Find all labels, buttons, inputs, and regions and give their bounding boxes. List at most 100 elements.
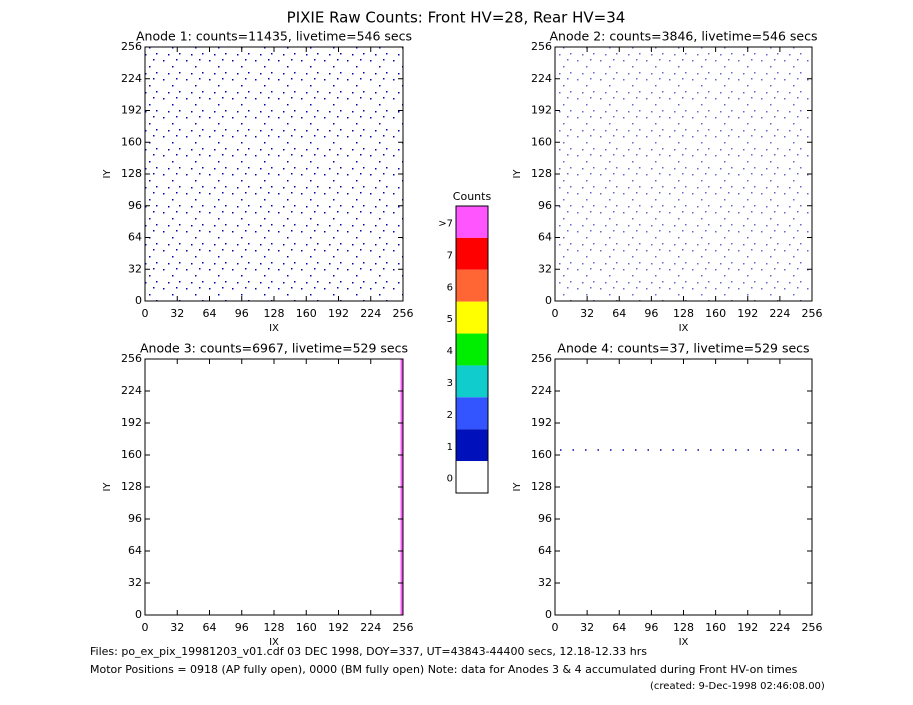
x-tick-label: 64	[612, 307, 626, 320]
x-tick-label: 0	[552, 621, 559, 634]
colorbar-swatch	[456, 397, 488, 430]
y-tick-label: 160	[121, 135, 142, 148]
x-tick-label: 256	[393, 621, 414, 634]
x-tick-label: 32	[580, 307, 594, 320]
footer-line: Motor Positions = 0918 (AP fully open), …	[90, 663, 798, 676]
x-tick-label: 96	[644, 621, 658, 634]
y-tick-label: 224	[531, 72, 552, 85]
colorbar-swatch	[456, 269, 488, 302]
y-tick-label: 96	[128, 512, 142, 525]
colorbar-swatch	[456, 206, 488, 238]
y-tick-label: 192	[121, 104, 142, 117]
colorbar-label: 3	[447, 378, 453, 389]
colorbar-swatch	[456, 333, 488, 366]
x-tick-label: 256	[802, 307, 823, 320]
x-tick-label: 192	[737, 307, 758, 320]
y-tick-label: 128	[531, 480, 552, 493]
x-tick-label: 224	[769, 621, 790, 634]
colorbar-label: 6	[447, 282, 453, 293]
footer-line: (created: 9-Dec-1998 02:46:08.00)	[650, 681, 825, 692]
x-tick-label: 96	[235, 307, 249, 320]
x-tick-label: 128	[673, 621, 694, 634]
x-axis-label: IX	[269, 637, 279, 648]
x-axis-label: IX	[679, 637, 689, 648]
x-tick-label: 160	[296, 307, 317, 320]
colorbar-swatch	[456, 237, 488, 270]
footer-line: Files: po_ex_pix_19981203_v01.cdf 03 DEC…	[90, 645, 647, 658]
y-tick-label: 96	[538, 512, 552, 525]
colorbar-swatch	[456, 365, 488, 398]
panel-title: Anode 1: counts=11435, livetime=546 secs	[136, 29, 412, 44]
x-tick-label: 0	[142, 307, 149, 320]
x-tick-label: 32	[170, 307, 184, 320]
x-tick-label: 128	[264, 621, 285, 634]
colorbar-swatch	[456, 429, 488, 462]
colorbar-label: 5	[447, 314, 453, 325]
x-tick-label: 224	[360, 307, 381, 320]
y-tick-label: 32	[128, 576, 142, 589]
colorbar-title: Counts	[453, 190, 492, 203]
y-tick-label: 160	[121, 448, 142, 461]
x-tick-label: 256	[393, 307, 414, 320]
x-tick-label: 64	[612, 621, 626, 634]
y-tick-label: 32	[538, 576, 552, 589]
y-tick-label: 224	[531, 384, 552, 397]
x-tick-label: 160	[705, 621, 726, 634]
x-tick-label: 160	[705, 307, 726, 320]
figure-title: PIXIE Raw Counts: Front HV=28, Rear HV=3…	[287, 9, 626, 27]
y-tick-label: 32	[128, 262, 142, 275]
y-axis-label: IY	[512, 482, 523, 492]
y-tick-label: 128	[121, 480, 142, 493]
x-tick-label: 256	[802, 621, 823, 634]
colorbar-frame	[455, 205, 489, 494]
y-tick-label: 256	[121, 352, 142, 365]
y-tick-label: 128	[121, 167, 142, 180]
x-tick-label: 32	[580, 621, 594, 634]
y-tick-label: 224	[121, 72, 142, 85]
x-tick-label: 160	[296, 621, 317, 634]
y-tick-label: 256	[121, 40, 142, 53]
y-tick-label: 256	[531, 352, 552, 365]
y-tick-label: 96	[538, 199, 552, 212]
y-tick-label: 64	[128, 544, 142, 557]
x-tick-label: 32	[170, 621, 184, 634]
count-texture	[555, 47, 812, 301]
colorbar-label: 1	[447, 442, 453, 453]
y-tick-label: 192	[531, 104, 552, 117]
x-tick-label: 0	[142, 621, 149, 634]
x-tick-label: 64	[203, 307, 217, 320]
panel-title: Anode 3: counts=6967, livetime=529 secs	[140, 341, 408, 356]
y-tick-label: 0	[135, 608, 142, 621]
y-tick-label: 256	[531, 40, 552, 53]
y-tick-label: 64	[128, 231, 142, 244]
colorbar-swatch	[456, 461, 488, 493]
y-axis-label: IY	[512, 169, 523, 179]
x-tick-label: 64	[203, 621, 217, 634]
y-tick-label: 192	[531, 416, 552, 429]
y-tick-label: 192	[121, 416, 142, 429]
x-tick-label: 192	[328, 621, 349, 634]
colorbar-label: 7	[447, 250, 453, 261]
colorbar-label: 2	[447, 410, 453, 421]
colorbar-label: 4	[447, 346, 453, 357]
y-tick-label: 64	[538, 231, 552, 244]
y-tick-label: 160	[531, 135, 552, 148]
x-tick-label: 224	[769, 307, 790, 320]
plot-frame	[554, 358, 813, 616]
x-tick-label: 96	[235, 621, 249, 634]
y-axis-label: IY	[102, 482, 113, 492]
y-tick-label: 64	[538, 544, 552, 557]
colorbar-label: >7	[438, 219, 453, 230]
colorbar-label: 0	[447, 474, 453, 485]
panel-title: Anode 2: counts=3846, livetime=546 secs	[549, 29, 817, 44]
y-tick-label: 0	[135, 294, 142, 307]
x-tick-label: 128	[673, 307, 694, 320]
x-tick-label: 96	[644, 307, 658, 320]
y-tick-label: 96	[128, 199, 142, 212]
count-texture	[145, 47, 403, 301]
x-axis-label: IX	[269, 323, 279, 334]
x-tick-label: 224	[360, 621, 381, 634]
x-tick-label: 192	[328, 307, 349, 320]
